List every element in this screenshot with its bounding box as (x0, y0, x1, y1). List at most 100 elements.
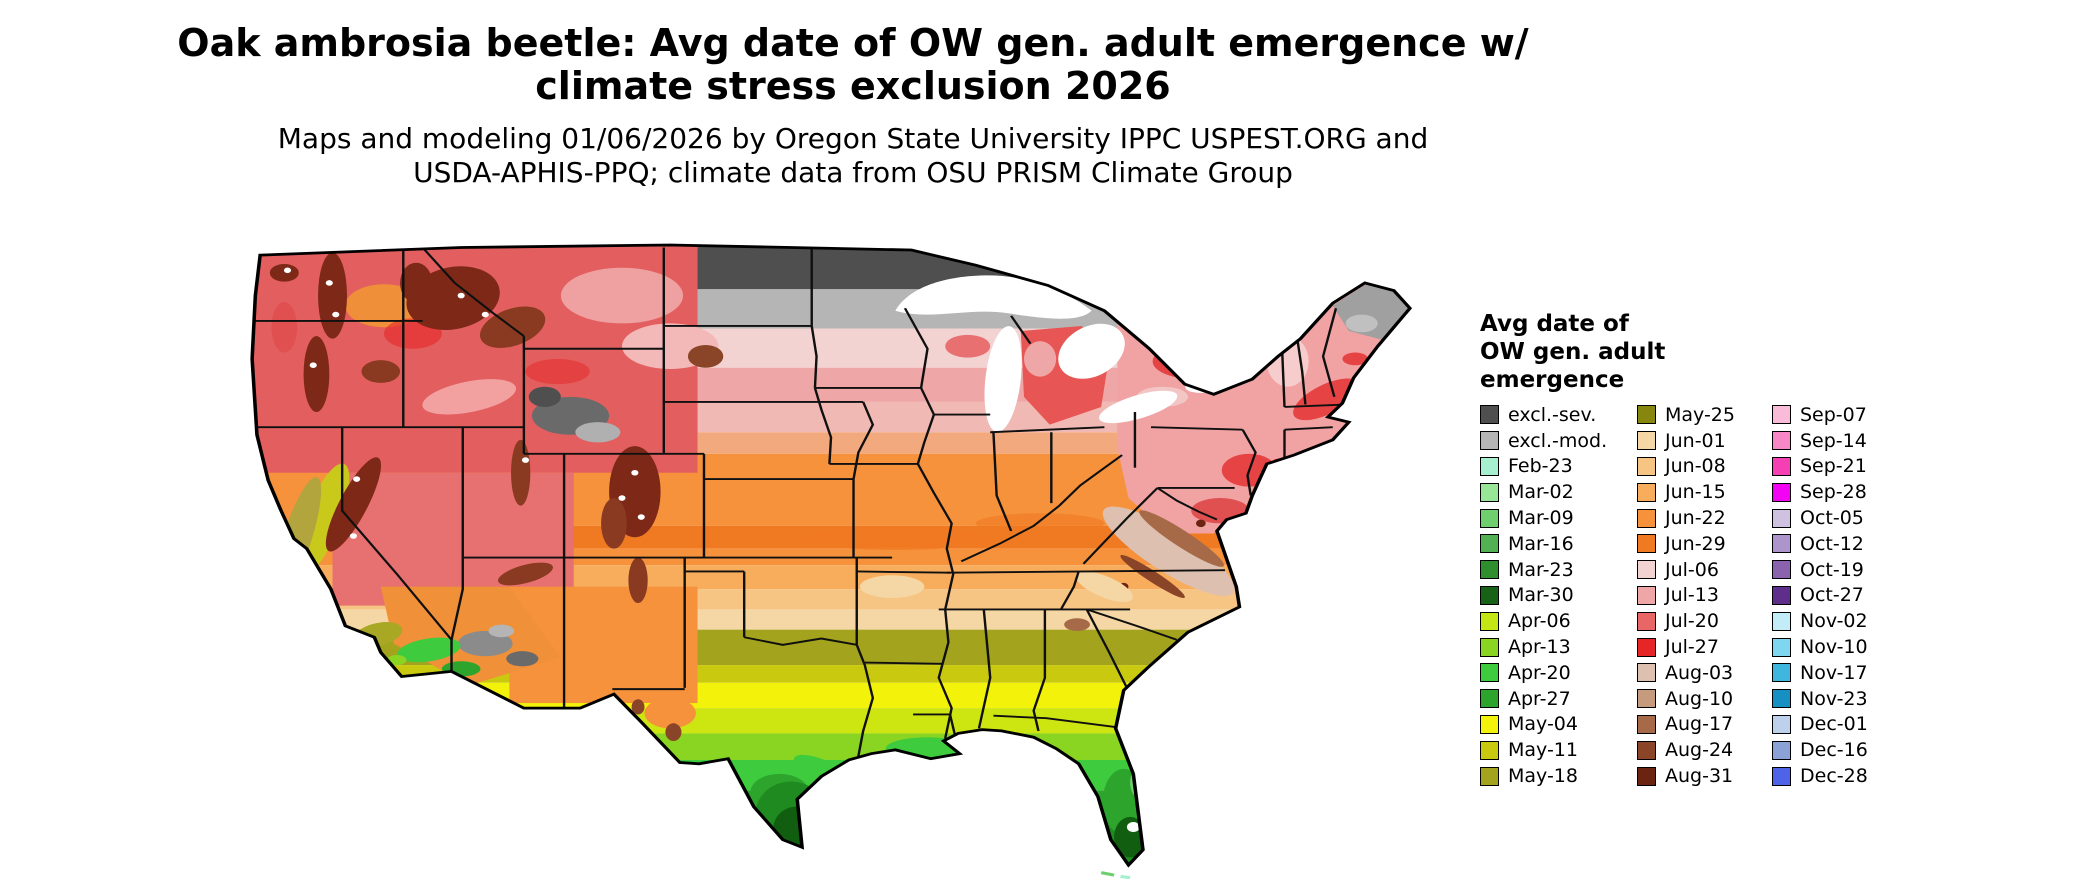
legend-swatch (1480, 766, 1499, 786)
midwest-jun29-streak (798, 527, 992, 550)
map-title-line2: climate stress exclusion 2026 (535, 64, 1171, 108)
legend-row: Oct-27 (1772, 583, 1868, 609)
legend-label: Oct-27 (1800, 584, 1864, 607)
lake-erie (1099, 390, 1178, 424)
legend-row: Jun-15 (1637, 479, 1735, 505)
legend-label: May-11 (1508, 739, 1578, 762)
legend-row: Jun-22 (1637, 505, 1735, 531)
legend-swatch (1637, 482, 1656, 502)
legend-label: Dec-28 (1800, 765, 1868, 788)
legend-label: Mar-30 (1508, 584, 1574, 607)
legend-swatch (1637, 663, 1656, 683)
legend-row: Dec-28 (1772, 763, 1868, 789)
legend-label: Nov-02 (1800, 610, 1868, 633)
legend-swatch (1637, 740, 1656, 760)
legend-swatch (1480, 611, 1499, 631)
legend-row: Aug-03 (1637, 660, 1735, 686)
legend-swatch (1637, 766, 1656, 786)
legend-swatch (1772, 689, 1791, 709)
legend-label: excl.-mod. (1508, 429, 1608, 452)
legend-label: Aug-17 (1665, 713, 1734, 736)
legend-swatch (1637, 714, 1656, 734)
legend-row: Oct-19 (1772, 557, 1868, 583)
legend-label: Jun-01 (1665, 429, 1726, 452)
legend-row: Nov-02 (1772, 608, 1868, 634)
state-borders (252, 246, 1349, 757)
legend-row: excl.-sev. (1480, 402, 1607, 428)
legend-row: Mar-09 (1480, 505, 1607, 531)
desert-green-valley (397, 637, 461, 663)
map-title: Oak ambrosia beetle: Avg date of OW gen.… (0, 22, 1706, 108)
legend-label: Mar-02 (1508, 481, 1574, 504)
legend-row: Jun-08 (1637, 454, 1735, 480)
legend-swatch (1480, 405, 1499, 425)
legend-swatch (1637, 456, 1656, 476)
legend-swatch (1480, 482, 1499, 502)
legend-row: Sep-28 (1772, 479, 1868, 505)
legend-swatch (1772, 637, 1791, 657)
legend-swatch (1772, 482, 1791, 502)
legend-swatch (1480, 637, 1499, 657)
legend-swatch (1637, 508, 1656, 528)
legend-row: Mar-02 (1480, 479, 1607, 505)
legend-row: Nov-10 (1772, 634, 1868, 660)
legend-row: Aug-10 (1637, 686, 1735, 712)
legend-swatch (1480, 663, 1499, 683)
map-subtitle-line2: USDA-APHIS-PPQ; climate data from OSU PR… (413, 156, 1293, 189)
great-lakes (895, 275, 1246, 433)
legend-swatch (1480, 508, 1499, 528)
legend-label: Nov-23 (1800, 687, 1868, 710)
legend-swatch (1637, 611, 1656, 631)
legend-swatch (1480, 689, 1499, 709)
legend-row: Aug-24 (1637, 737, 1735, 763)
legend-swatch (1480, 560, 1499, 580)
legend-label: Jul-13 (1665, 584, 1719, 607)
legend-row: Sep-14 (1772, 428, 1868, 454)
legend-row: Aug-31 (1637, 763, 1735, 789)
legend-swatch (1772, 508, 1791, 528)
legend-label: excl.-sev. (1508, 403, 1597, 426)
legend-swatch (1637, 637, 1656, 657)
legend-label: Oct-12 (1800, 532, 1864, 555)
legend-label: Oct-19 (1800, 558, 1864, 581)
legend-column-3: Sep-07 Sep-14 Sep-21 Sep-28 Oct-05 Oct-12 Oct-… (1772, 402, 1868, 789)
legend-row: Mar-16 (1480, 531, 1607, 557)
cascades (318, 252, 347, 339)
lake-huron (1058, 323, 1125, 379)
lake-michigan (984, 326, 1022, 433)
legend-swatch (1772, 431, 1791, 451)
us-choropleth-map (228, 226, 1426, 884)
legend-title: Avg date of OW gen. adult emergence (1480, 310, 1780, 394)
legend-column-2: May-25 Jun-01 Jun-08 Jun-15 Jun-22 Jun-29 Jul-… (1637, 402, 1735, 789)
legend-row: Apr-13 (1480, 634, 1607, 660)
legend-label: Apr-06 (1508, 610, 1571, 633)
legend-swatch (1480, 456, 1499, 476)
black-hills (687, 344, 724, 368)
legend-swatch (1480, 740, 1499, 760)
legend-label: Sep-21 (1800, 455, 1867, 478)
legend-label: May-18 (1508, 765, 1578, 788)
legend-swatch (1637, 431, 1656, 451)
legend-row: Nov-17 (1772, 660, 1868, 686)
lake-okeechobee (1126, 821, 1140, 833)
legend-row: Mar-23 (1480, 557, 1607, 583)
legend-row: Jul-20 (1637, 608, 1735, 634)
legend-swatch (1637, 560, 1656, 580)
florida-keys (1100, 871, 1131, 880)
legend-row: Sep-21 (1772, 454, 1868, 480)
legend-row: Nov-23 (1772, 686, 1868, 712)
legend-swatch (1772, 663, 1791, 683)
legend-row: Sep-07 (1772, 402, 1868, 428)
legend-row: May-18 (1480, 763, 1607, 789)
sierra-nevada (325, 457, 382, 552)
arizona-exclusion-gray (457, 630, 513, 657)
legend-row: Aug-17 (1637, 712, 1735, 738)
lake-superior (895, 275, 1092, 319)
legend-row: Jul-27 (1637, 634, 1735, 660)
legend-row: Dec-16 (1772, 737, 1868, 763)
legend-label: Mar-16 (1508, 532, 1574, 555)
legend-swatch (1637, 585, 1656, 605)
legend-row: May-11 (1480, 737, 1607, 763)
legend-title-line3: emergence (1480, 367, 1625, 393)
legend-swatch (1637, 689, 1656, 709)
